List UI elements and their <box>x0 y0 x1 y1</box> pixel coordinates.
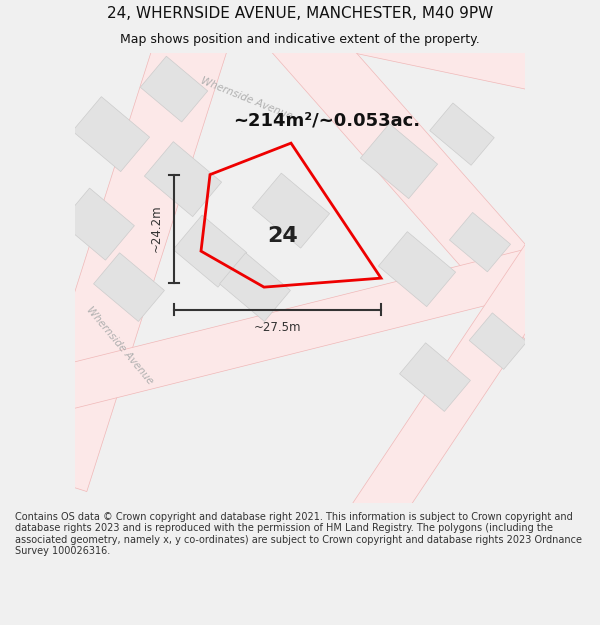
Text: Whernside Avenue: Whernside Avenue <box>199 75 293 121</box>
Polygon shape <box>160 0 598 102</box>
Text: ~214m²/~0.053ac.: ~214m²/~0.053ac. <box>233 112 421 129</box>
Text: 24, WHERNSIDE AVENUE, MANCHESTER, M40 9PW: 24, WHERNSIDE AVENUE, MANCHESTER, M40 9P… <box>107 6 493 21</box>
Polygon shape <box>400 342 470 411</box>
Polygon shape <box>347 174 600 539</box>
Polygon shape <box>220 253 290 321</box>
Polygon shape <box>94 253 164 321</box>
Polygon shape <box>18 0 244 491</box>
Polygon shape <box>145 142 221 217</box>
Text: Map shows position and indicative extent of the property.: Map shows position and indicative extent… <box>120 33 480 46</box>
Polygon shape <box>253 173 329 248</box>
Polygon shape <box>449 213 511 272</box>
Polygon shape <box>47 234 598 412</box>
Text: Whernside Avenue: Whernside Avenue <box>85 305 155 386</box>
Polygon shape <box>173 215 247 287</box>
Text: 24: 24 <box>268 226 298 246</box>
Polygon shape <box>232 0 600 389</box>
Polygon shape <box>379 232 455 307</box>
Polygon shape <box>73 97 149 172</box>
Text: ~27.5m: ~27.5m <box>254 321 301 334</box>
Polygon shape <box>430 103 494 165</box>
Text: ~24.2m: ~24.2m <box>149 205 163 252</box>
Text: Contains OS data © Crown copyright and database right 2021. This information is : Contains OS data © Crown copyright and d… <box>15 512 582 556</box>
Polygon shape <box>469 313 527 369</box>
Polygon shape <box>361 124 437 199</box>
Polygon shape <box>61 188 134 260</box>
Polygon shape <box>140 56 208 122</box>
